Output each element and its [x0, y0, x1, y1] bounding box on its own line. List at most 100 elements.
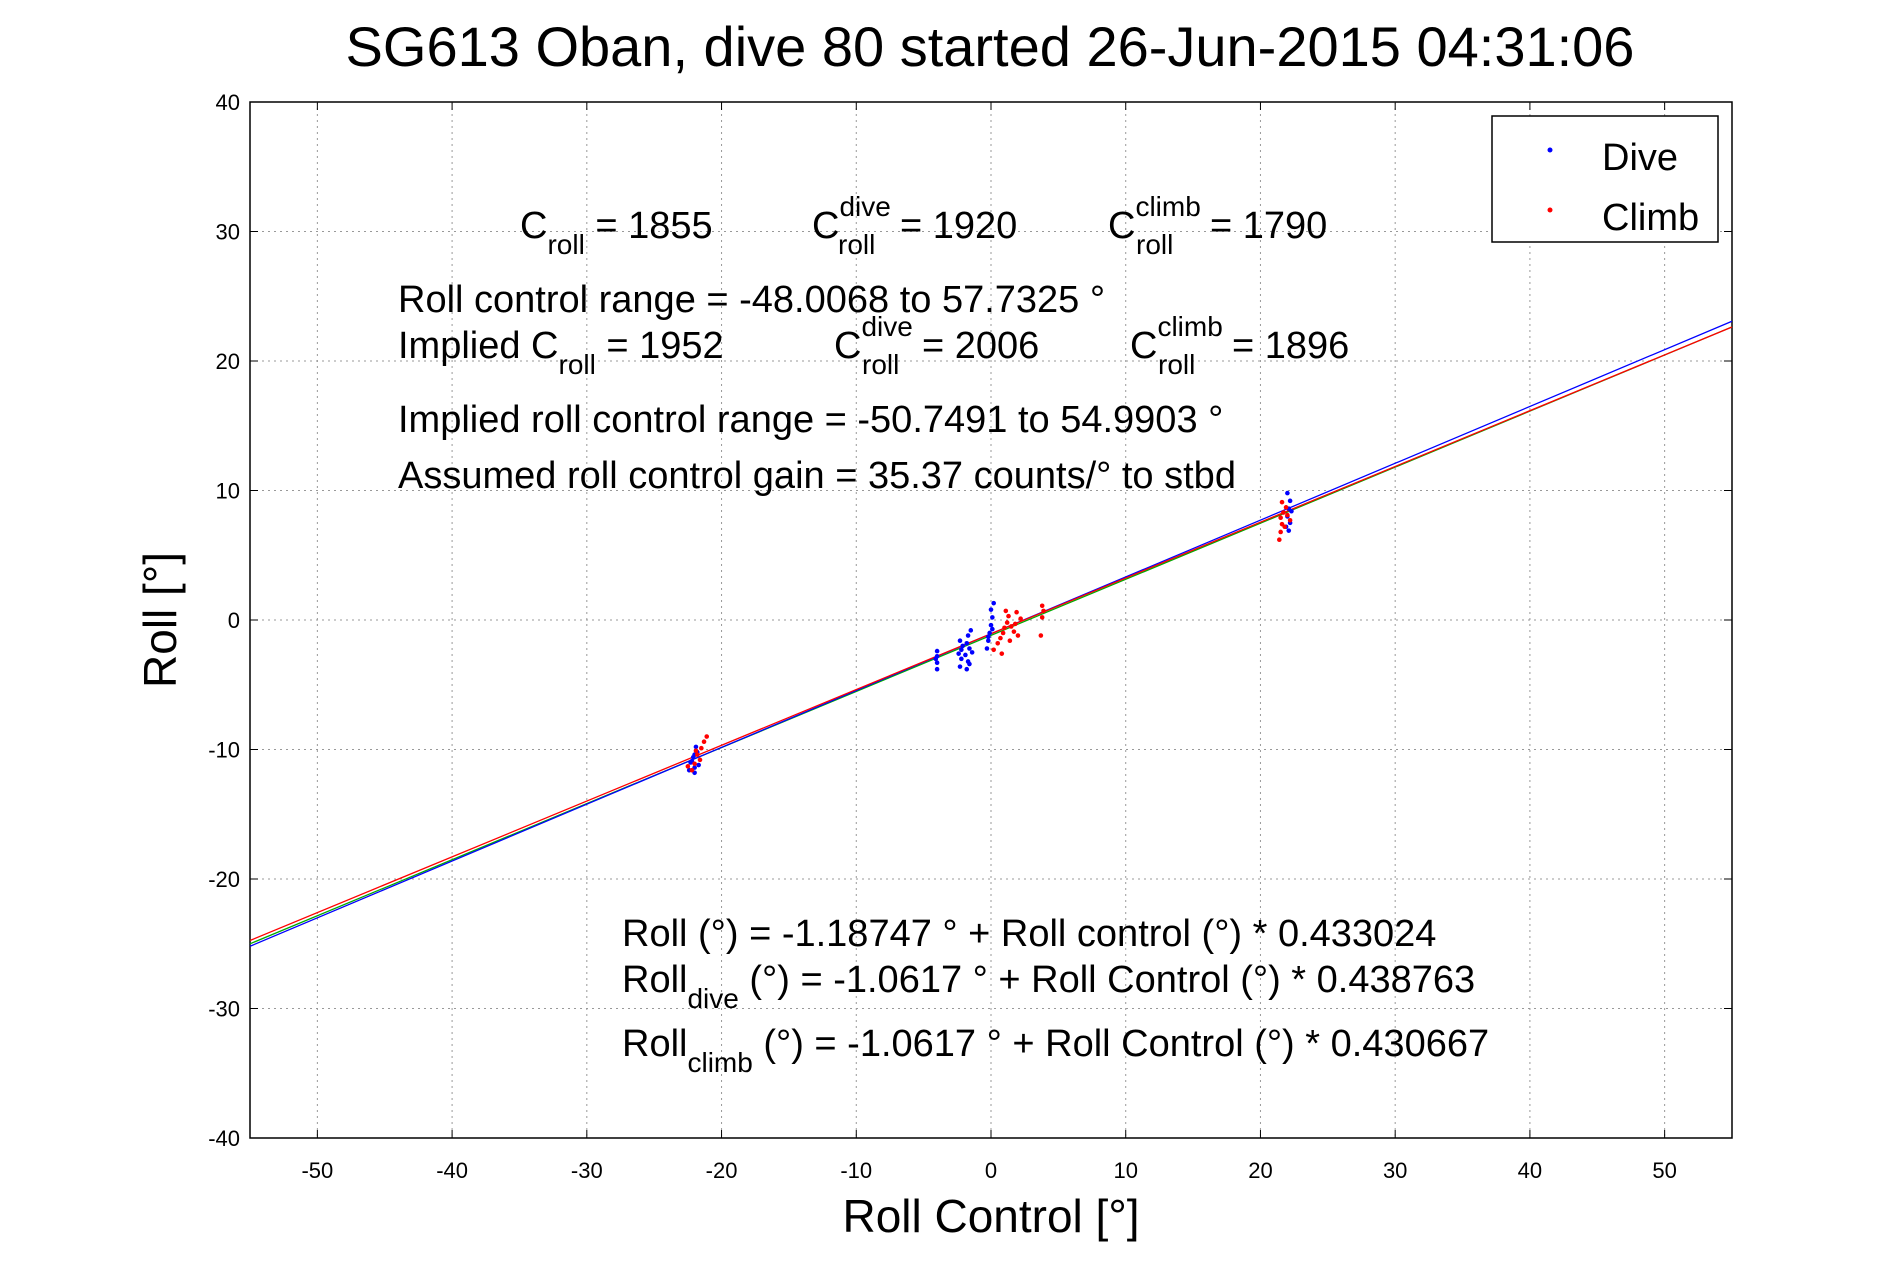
y-tick-label: 10: [216, 479, 240, 504]
data-point-climb: [1279, 499, 1285, 505]
data-point-dive: [956, 651, 961, 656]
annotation-c-roll-row: Croll = 1855 Cdive roll = 1920 Cclimb ro…: [520, 191, 1327, 260]
data-point-dive: [967, 646, 972, 651]
data-point-dive: [964, 641, 970, 646]
data-point-climb: [1283, 505, 1289, 510]
annotation-implied-row: Implied Croll = 1952 Cdive roll = 2006 C…: [398, 311, 1349, 380]
c-roll: C: [520, 205, 547, 247]
implied-dive-sub: roll: [862, 349, 899, 380]
data-point-dive: [957, 638, 963, 644]
eq3-sub: climb: [687, 1047, 752, 1078]
data-point-climb: [1039, 603, 1045, 609]
data-point-climb: [1281, 510, 1286, 515]
implied-climb-sub: roll: [1158, 349, 1195, 380]
data-point-dive: [986, 638, 991, 644]
data-point-climb: [1003, 608, 1009, 614]
x-axis-ticks: -50 -40 -30 -20 -10 0 10 20 30 40 50: [301, 102, 1677, 1183]
data-point-dive: [960, 643, 966, 649]
annotation-range: Roll control range = -48.0068 to 57.7325…: [398, 279, 1105, 321]
data-point-dive: [1289, 508, 1294, 514]
data-point-climb: [1039, 615, 1045, 620]
eq3-rest: (°) = -1.0617 ° + Roll Control (°) * 0.4…: [753, 1023, 1489, 1065]
implied-sub: roll: [559, 349, 596, 380]
svg-text:roll: roll: [1136, 229, 1173, 260]
x-tick-label: 50: [1652, 1158, 1676, 1183]
data-point-dive: [1285, 490, 1290, 496]
data-point-climb: [1018, 616, 1023, 622]
data-point-climb: [995, 641, 1001, 646]
data-point-dive: [969, 650, 975, 655]
y-tick-label: 20: [216, 349, 240, 374]
data-point-climb: [697, 757, 703, 763]
chart-title: SG613 Oban, dive 80 started 26-Jun-2015 …: [346, 15, 1635, 78]
data-point-climb: [1278, 529, 1283, 535]
data-point-dive: [964, 666, 970, 672]
data-point-climb: [1011, 629, 1017, 634]
c-dive-sub: roll: [838, 229, 875, 260]
data-point-climb: [685, 764, 691, 769]
eq2-prefix: Roll: [622, 959, 687, 1001]
data-point-dive: [957, 664, 963, 669]
x-tick-label: -40: [436, 1158, 468, 1183]
c-roll-val: = 1855: [585, 205, 713, 247]
data-point-dive: [990, 615, 995, 620]
x-tick-label: -20: [706, 1158, 738, 1183]
legend-label-dive: Dive: [1602, 137, 1678, 179]
data-point-climb: [1007, 638, 1013, 644]
legend-marker-climb: [1547, 207, 1553, 213]
y-tick-label: -10: [208, 738, 240, 763]
annotation-implied-range: Implied roll control range = -50.7491 to…: [398, 399, 1223, 441]
data-point-climb: [1277, 537, 1282, 543]
data-point-climb: [998, 635, 1003, 641]
implied-climb: C: [1130, 325, 1157, 367]
y-axis-label: Roll [°]: [134, 552, 186, 688]
c-climb-val: = 1790: [1210, 205, 1327, 247]
data-point-climb: [1278, 515, 1283, 520]
data-point-climb: [1015, 633, 1021, 638]
c-dive-sup: dive: [839, 191, 890, 222]
data-point-dive: [934, 666, 940, 672]
data-point-dive: [1286, 528, 1292, 533]
data-point-dive: [968, 628, 974, 633]
legend-label-climb: Climb: [1602, 197, 1699, 239]
y-tick-label: -30: [208, 997, 240, 1022]
c-climb: C: [1108, 205, 1135, 247]
data-point-climb: [699, 745, 704, 751]
legend-box: [1491, 115, 1719, 243]
data-point-dive: [934, 648, 940, 654]
x-tick-label: -30: [571, 1158, 603, 1183]
svg-text:Cclimb: Cclimb: [1130, 311, 1223, 367]
x-tick-label: 10: [1113, 1158, 1137, 1183]
data-point-climb: [693, 748, 699, 754]
data-point-dive: [693, 744, 699, 750]
data-point-dive: [963, 652, 968, 658]
data-point-dive: [959, 647, 964, 653]
x-tick-label: 20: [1248, 1158, 1272, 1183]
implied-prefix: Implied C: [398, 325, 559, 367]
x-tick-label: 0: [985, 1158, 997, 1183]
data-point-dive: [934, 660, 940, 666]
svg-text:roll: roll: [1158, 349, 1195, 380]
implied-climb-val: = 1896: [1232, 325, 1349, 367]
data-point-dive: [967, 661, 972, 667]
svg-text:Implied Croll = 1952: Implied Croll = 1952: [398, 325, 724, 380]
eq2-rest: (°) = -1.0617 ° + Roll Control (°) * 0.4…: [739, 959, 1475, 1001]
svg-text:Cclimb: Cclimb: [1108, 191, 1201, 247]
data-point-dive: [986, 634, 991, 640]
grid: [250, 102, 1732, 1138]
x-tick-label: 40: [1518, 1158, 1542, 1183]
svg-text:Rolldive (°) = -1.0617 ° + Rol: Rolldive (°) = -1.0617 ° + Roll Control …: [622, 959, 1475, 1014]
c-dive: C: [812, 205, 839, 247]
data-point-climb: [1006, 613, 1011, 619]
implied-val: = 1952: [596, 325, 724, 367]
implied-dive-sup: dive: [861, 311, 912, 342]
eq3-prefix: Roll: [622, 1023, 687, 1065]
y-tick-label: 0: [228, 608, 240, 633]
data-point-dive: [988, 607, 994, 612]
annotation-eq1: Roll (°) = -1.18747 ° + Roll control (°)…: [622, 913, 1436, 955]
data-point-climb: [694, 752, 700, 757]
data-point-dive: [959, 656, 964, 662]
y-axis-ticks: -40 -30 -20 -10 0 10 20 30 40: [208, 90, 1732, 1151]
legend: Dive Climb: [1491, 115, 1719, 243]
y-tick-label: 40: [216, 90, 240, 115]
